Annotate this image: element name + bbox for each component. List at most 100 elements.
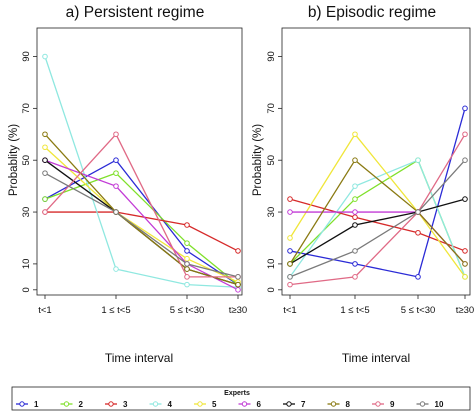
data-point-expert-1 (415, 274, 421, 280)
y-tick-label: 0 (21, 287, 32, 292)
data-point-expert-1 (287, 248, 293, 254)
data-point-expert-10 (287, 274, 293, 280)
data-point-expert-8 (184, 266, 190, 272)
data-point-expert-3 (415, 229, 421, 236)
data-point-expert-10 (184, 261, 190, 267)
y-tick-label: 10 (266, 259, 277, 270)
x-tick-label: 1 ≤ t<5 (101, 305, 130, 316)
legend-swatch-marker (197, 401, 203, 407)
data-point-expert-3 (462, 248, 468, 254)
legend-label-expert-1: 1 (34, 400, 39, 409)
legend-items: 1 2 3 4 5 6 7 8 9 10 (16, 400, 444, 409)
data-point-expert-4 (352, 183, 358, 189)
legend-label-expert-3: 3 (123, 400, 128, 409)
x-tick-label: t≥30 (456, 305, 474, 316)
series-line-expert-3 (289, 198, 466, 252)
series-line-expert-10 (289, 159, 466, 278)
series-line-expert-1 (44, 159, 239, 286)
data-point-expert-9 (462, 131, 468, 138)
chart-title: b) Episodic regime (308, 4, 436, 21)
x-axis-label: Time interval (105, 351, 173, 365)
legend-label-expert-8: 8 (346, 400, 351, 409)
plot-area (287, 105, 468, 288)
x-tick-label: t<1 (38, 305, 51, 316)
legend-swatch-marker (286, 401, 292, 407)
data-point-expert-7 (462, 196, 468, 202)
data-point-expert-9 (113, 131, 119, 138)
series-line-expert-4 (44, 56, 239, 288)
data-point-expert-3 (352, 214, 358, 221)
data-point-expert-10 (462, 157, 468, 164)
data-point-expert-5 (352, 131, 358, 138)
data-point-expert-5 (462, 274, 468, 280)
x-tick-label: 5 ≤ t<30 (401, 305, 436, 316)
legend-frame (11, 386, 471, 411)
data-point-expert-1 (462, 105, 468, 112)
y-tick-label: 50 (21, 155, 32, 166)
plot-area (42, 53, 241, 293)
legend-swatch-marker (63, 401, 70, 407)
series-line-expert-10 (44, 172, 239, 278)
legend-label-expert-5: 5 (212, 400, 217, 409)
y-axis-label: Probablity (%) (252, 124, 264, 196)
data-point-expert-9 (42, 209, 48, 215)
y-tick-label: 30 (21, 207, 32, 218)
data-point-expert-6 (235, 287, 241, 293)
data-point-expert-7 (352, 222, 358, 228)
legend-title: Experts (224, 390, 250, 397)
legend-label-expert-9: 9 (390, 400, 395, 409)
data-point-expert-6 (113, 183, 119, 189)
data-point-expert-4 (42, 53, 48, 60)
data-point-expert-2 (113, 170, 119, 176)
series-line-expert-7 (289, 198, 466, 265)
legend-label-expert-2: 2 (79, 400, 84, 409)
series-line-expert-9 (289, 133, 466, 286)
data-point-expert-8 (235, 281, 241, 288)
y-axis-label: Probablity (%) (8, 124, 20, 196)
y-tick-label: 50 (266, 155, 277, 166)
data-point-expert-7 (42, 157, 48, 164)
data-point-expert-4 (113, 266, 119, 272)
data-point-expert-4 (184, 281, 190, 288)
data-point-expert-10 (352, 248, 358, 254)
data-point-expert-9 (184, 274, 190, 280)
series-line-expert-3 (45, 211, 239, 252)
data-point-expert-9 (352, 274, 358, 280)
data-point-expert-10 (415, 209, 421, 215)
plot-frame (36, 27, 243, 296)
data-point-expert-3 (235, 248, 241, 254)
legend-swatch-marker (19, 401, 25, 407)
data-point-expert-4 (415, 157, 421, 164)
legend-swatch-marker (241, 401, 248, 407)
data-point-expert-1 (113, 157, 119, 164)
series-line-expert-1 (289, 108, 466, 278)
chart-title: a) Persistent regime (66, 4, 205, 21)
legend-label-expert-10: 10 (435, 400, 444, 409)
data-point-expert-2 (352, 196, 358, 202)
x-tick-label: t<1 (283, 305, 296, 316)
series-line-expert-8 (289, 159, 466, 265)
data-point-expert-9 (287, 281, 293, 288)
y-tick-label: 70 (21, 103, 32, 114)
legend-swatch-marker (108, 401, 114, 407)
data-point-expert-5 (42, 144, 48, 151)
panel-persistent-regime: a) Persistent regime Probablity (%) Time… (8, 4, 247, 365)
data-point-expert-6 (352, 209, 358, 215)
data-point-expert-5 (184, 255, 190, 262)
legend-label-expert-4: 4 (168, 400, 173, 409)
data-point-expert-10 (113, 209, 119, 215)
series-line-expert-5 (289, 133, 466, 278)
panel-episodic-regime: b) Episodic regime Probablity (%) Time i… (252, 4, 474, 365)
data-point-expert-2 (184, 240, 190, 246)
data-point-expert-8 (462, 261, 468, 267)
x-axis-label: Time interval (342, 351, 410, 365)
experts-legend: Experts 1 2 3 4 5 6 7 8 9 10 (11, 386, 471, 411)
plot-frame (281, 27, 471, 296)
y-tick-label: 90 (266, 51, 277, 62)
series-line-expert-8 (44, 133, 239, 286)
data-point-expert-3 (287, 196, 293, 202)
y-tick-label: 90 (21, 51, 32, 62)
data-point-expert-10 (235, 274, 241, 280)
data-point-expert-2 (42, 196, 48, 202)
